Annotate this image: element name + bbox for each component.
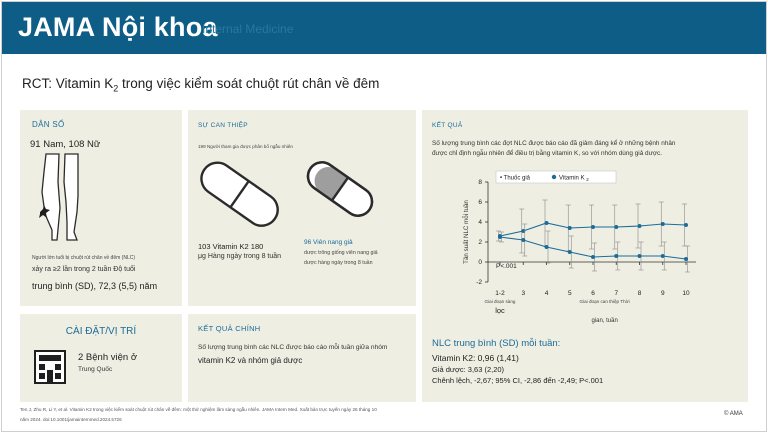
y-tick-label: 0	[478, 259, 482, 266]
y-tick-label: 4	[478, 219, 482, 226]
period-screening-label-2: lọc	[495, 306, 505, 315]
x-tick-label: 9	[661, 290, 665, 297]
data-point-vitamin-k	[614, 254, 619, 258]
hospital-icon	[34, 350, 66, 384]
data-point-placebo	[544, 221, 549, 225]
population-age: trung bình (SD), 72,3 (5,5) năm	[32, 281, 158, 291]
findings-panel: KẾT QUẢ Số lượng trung bình các đợt NLC …	[422, 110, 748, 402]
data-point-vitamin-k	[637, 254, 642, 258]
y-tick-label: 8	[478, 179, 482, 186]
setting-label: CÀI ĐẶT/VỊ TRÍ	[65, 326, 137, 337]
x-tick-label: 4	[545, 290, 549, 297]
summary-difference: Chênh lệch, -2,67; 95% CI, -2,86 đến -2,…	[432, 376, 604, 385]
primary-outcome-label: KẾT QUẢ CHÍNH	[198, 324, 261, 333]
period-screening-label: Giai đoạn sàng	[485, 299, 516, 304]
findings-text-1: Số lượng trung bình các đợt NLC được báo…	[432, 140, 676, 147]
vitamin-capsule-icon	[200, 161, 279, 227]
findings-label: KẾT QUẢ	[432, 122, 463, 129]
copyright: © AMA	[724, 411, 743, 417]
summary-vitamin-k: Vitamin K2: 0,96 (1,41)	[432, 353, 519, 363]
data-point-vitamin-k	[521, 238, 526, 242]
header-bar: JAMA Nội khoa Internal Medicine	[2, 2, 766, 54]
title-main: RCT: Vitamin K	[22, 76, 114, 91]
legend-placebo-label: • Thuốc giả	[500, 176, 531, 182]
title-subscript: 2	[113, 83, 119, 94]
series-line-placebo	[499, 222, 687, 237]
intervention-label: SỰ CAN THIỆP	[198, 122, 248, 129]
population-panel: DÂN SỐ 91 Nam, 108 Nữ Người lớn tuổi bị …	[20, 110, 182, 306]
x-tick-label: 8	[638, 290, 642, 297]
data-point-placebo	[521, 229, 526, 233]
x-tick-label: 3	[521, 290, 525, 297]
x-tick-label: 7	[614, 290, 618, 297]
primary-outcome-line-1: Số lượng trung bình các NLC được báo cáo…	[198, 344, 388, 351]
period-treatment-label: Giai đoạn can thiệp Thời	[580, 299, 630, 304]
x-tick-label: 1-2	[495, 290, 505, 297]
p-value-label: P<.001	[496, 263, 517, 270]
summary-title: NLC trung bình (SD) mỗi tuần:	[432, 338, 561, 349]
data-point-vitamin-k	[591, 255, 595, 259]
vitamin-dose-2: μg Hàng ngày trong 8 tuần	[198, 253, 282, 260]
placebo-line-2: dược trông giống viên nang giả	[304, 250, 378, 256]
citation-line-1: Ten J, Zhu R, Li Y, et al. Vitamin K2 tr…	[20, 407, 377, 412]
data-point-vitamin-k	[660, 254, 665, 258]
findings-text-2: được chỉ định ngẫu nhiên để điều trị bằn…	[432, 150, 663, 157]
data-point-vitamin-k	[684, 257, 688, 261]
setting-panel: CÀI ĐẶT/VỊ TRÍ 2 Bệnh viện ở Trung Quốc	[20, 314, 182, 402]
title-rest: trong việc kiểm soát chuột rút chân về đ…	[118, 76, 380, 91]
primary-outcome-panel: KẾT QUẢ CHÍNH Số lượng trung bình các NL…	[188, 314, 416, 402]
setting-hospitals: 2 Bệnh viện ở	[78, 352, 138, 363]
primary-outcome-line-2: vitamin K2 và nhóm giả dược	[198, 356, 303, 365]
citation-line-2: năm 2024. doi:10.1001/jamainternmed.2024…	[20, 417, 122, 422]
y-axis-label: Tần suất NLC mỗi tuần	[463, 200, 470, 264]
legend-vitamin-marker	[551, 174, 557, 180]
y-tick-label: 6	[478, 199, 482, 206]
nlc-line-chart: -2 0 2 4 6 8 1-2 3 4 5 6 7 8 9 10 Tần suất NLC mỗi tuần…	[463, 170, 696, 324]
data-point-placebo	[637, 224, 642, 228]
placebo-line-3: dược hàng ngày trong 8 tuần	[304, 260, 373, 266]
summary-placebo: Giả dược: 3,63 (2,20)	[432, 365, 505, 374]
vitamin-dose-1: 103 Vitamin K2 180	[198, 242, 264, 251]
data-point-placebo	[660, 222, 665, 226]
journal-brand: JAMA Nội khoa	[18, 12, 218, 42]
population-counts: 91 Nam, 108 Nữ	[30, 139, 101, 150]
data-point-placebo	[567, 226, 572, 230]
data-point-vitamin-k	[567, 250, 572, 254]
population-label: DÂN SỐ	[32, 120, 65, 129]
placebo-capsule-icon	[306, 161, 374, 217]
x-tick-label: 5	[568, 290, 572, 297]
population-desc-2: xảy ra ≥2 lần trong 2 tuần Độ tuổi	[32, 266, 136, 273]
x-tick-label: 6	[591, 290, 595, 297]
y-tick-label: 2	[478, 239, 482, 246]
data-point-placebo	[591, 225, 595, 229]
legend-vitamin-subscript: 2	[586, 177, 589, 182]
x-tick-label: 10	[682, 290, 690, 297]
data-point-vitamin-k	[544, 245, 549, 249]
legend-vitamin-label: Vitamin K 2	[559, 176, 589, 183]
data-point-placebo	[614, 225, 619, 229]
page-title: RCT: Vitamin K2 trong việc kiểm soát chu…	[22, 76, 379, 94]
setting-country: Trung Quốc	[78, 366, 113, 373]
population-desc-1: Người lớn tuổi bị chuột rút chân về đêm …	[32, 255, 136, 261]
journal-brand-ghost: Internal Medicine	[202, 22, 294, 36]
intervention-randomized: 199 Người tham gia được phân bổ ngẫu nhi…	[198, 144, 293, 149]
data-point-placebo	[684, 223, 688, 227]
intervention-panel: SỰ CAN THIỆP 199 Người tham gia được phâ…	[188, 110, 416, 306]
placebo-line-1: 96 Viên nang giả	[304, 239, 353, 246]
y-tick-label: -2	[476, 279, 482, 286]
x-axis-label: gian, tuần	[591, 318, 617, 324]
legs-icon	[39, 153, 79, 241]
data-point-vitamin-k	[498, 235, 502, 239]
